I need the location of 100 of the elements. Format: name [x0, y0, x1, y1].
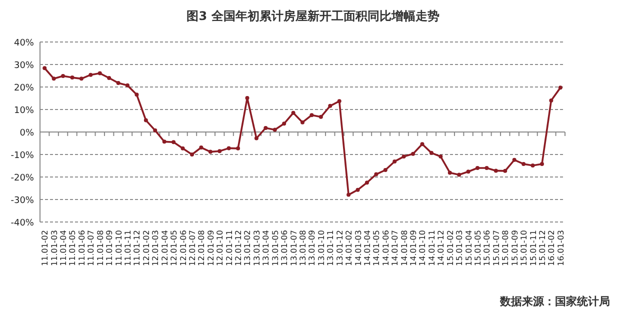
x-tick-label: 15.01-09: [510, 230, 520, 266]
x-tick-label: 14.01-11: [427, 230, 436, 266]
x-tick-label: 14.01-08: [400, 230, 409, 266]
chart-title: 图3 全国年初累计房屋新开工面积同比增幅走势: [186, 9, 440, 23]
x-tick-label: 14.01-06: [381, 230, 390, 266]
point: [411, 152, 416, 156]
x-tick-label: 11.01-06: [77, 230, 86, 266]
point: [199, 146, 204, 150]
x-tick-label: 12.01-12: [234, 230, 244, 266]
x-tick-label: 11.01-10: [114, 230, 124, 266]
point: [337, 99, 342, 104]
x-tick-label: 15.01-10: [520, 230, 529, 266]
x-tick-label: 14.01-07: [390, 230, 400, 266]
point: [218, 149, 222, 154]
x-tick-label: 12.01-02: [142, 230, 151, 266]
point: [264, 126, 268, 130]
point: [79, 76, 84, 81]
point: [162, 140, 166, 144]
point: [291, 110, 296, 115]
x-tick-label: 13.01-10: [316, 230, 326, 266]
x-tick-label: 11.01-11: [124, 230, 132, 266]
point: [126, 83, 130, 88]
point: [42, 66, 47, 70]
x-tick-label: 15.01-05: [474, 230, 482, 266]
x-tick-label: 11.01-09: [105, 230, 114, 266]
x-tick-label: 12.01-07: [188, 230, 197, 266]
x-tick-label: 14.01-12: [436, 230, 446, 266]
x-tick-label: 11.01-02: [40, 230, 50, 266]
point: [88, 72, 93, 77]
point: [272, 128, 277, 132]
point: [226, 146, 231, 150]
point: [503, 168, 508, 173]
point: [402, 154, 406, 159]
point: [549, 98, 554, 102]
x-tick-label: 11.01-07: [86, 230, 96, 266]
point: [374, 172, 378, 176]
point: [70, 76, 74, 80]
x-tick-label: 13.01-03: [252, 230, 262, 266]
y-tick-label: 30%: [14, 61, 34, 71]
y-tick-label: 10%: [14, 106, 34, 116]
line-series: [42, 66, 562, 197]
point: [190, 152, 194, 156]
point: [245, 96, 250, 100]
x-tick-label: 12.01-03: [151, 230, 160, 266]
x-tick-label: 15.01-04: [464, 230, 474, 266]
point: [107, 76, 112, 80]
point: [254, 136, 258, 140]
point: [208, 150, 212, 154]
point: [52, 76, 56, 81]
y-tick-label: 20%: [14, 84, 34, 94]
y-tick-label: -10%: [10, 151, 34, 161]
x-tick-label: 12.01-05: [170, 230, 179, 266]
y-tick-label: 40%: [14, 38, 34, 48]
x-tick-label: 14.01-04: [362, 230, 372, 266]
x-tick-label: 15.01-11: [528, 230, 538, 266]
point: [180, 146, 185, 150]
point: [512, 158, 516, 162]
point: [310, 113, 314, 118]
point: [153, 128, 158, 132]
y-tick-label: -40%: [10, 218, 34, 228]
x-tick-label: 12.01-09: [206, 230, 216, 266]
x-tick-label: 13.01-12: [335, 230, 344, 266]
y-tick-label: 0%: [20, 128, 34, 138]
x-tick-label: 14.01-03: [354, 230, 363, 266]
x-tick-label: 11.01-05: [68, 230, 78, 266]
x-tick-label: 12.01-08: [197, 230, 206, 266]
x-tick-label: 11.01-12: [132, 230, 142, 266]
x-tick-label: 14.01-05: [372, 230, 382, 266]
point: [328, 104, 332, 108]
x-tick-label: 14.01-02: [344, 230, 354, 266]
point: [420, 142, 424, 146]
y-tick-label: -30%: [10, 196, 34, 206]
point: [484, 166, 489, 170]
x-tick-label: 12.01-11: [224, 230, 234, 266]
x-tick-label: 13.01-09: [308, 230, 317, 266]
point: [61, 74, 66, 78]
x-tick-label: 12.01-04: [160, 230, 170, 266]
source-note: 数据来源：国家统计局: [499, 295, 610, 308]
x-tick-label: 12.01-06: [178, 230, 188, 266]
x-tick-label: 11.01-03: [50, 230, 59, 266]
x-tick-label: 12.01-10: [216, 230, 225, 266]
x-tick-label: 13.01-04: [262, 230, 271, 266]
x-tick-label: 15.01-03: [455, 230, 464, 266]
point: [558, 86, 562, 90]
point: [282, 122, 286, 126]
point: [236, 146, 240, 150]
point: [116, 80, 120, 85]
x-tick-label: 16.01-02: [547, 230, 556, 266]
x-tick-label: 13.01-05: [270, 230, 280, 266]
point: [540, 162, 544, 166]
x-tick-label: 14.01-09: [409, 230, 418, 266]
point: [494, 168, 498, 173]
point: [346, 192, 351, 197]
point: [144, 118, 148, 122]
x-tick-label: 14.01-10: [418, 230, 428, 266]
x-tick-label: 15.01-08: [501, 230, 510, 266]
point: [457, 172, 462, 177]
point: [466, 170, 470, 174]
x-tick-label: 13.01-07: [289, 230, 298, 266]
point: [448, 170, 452, 175]
